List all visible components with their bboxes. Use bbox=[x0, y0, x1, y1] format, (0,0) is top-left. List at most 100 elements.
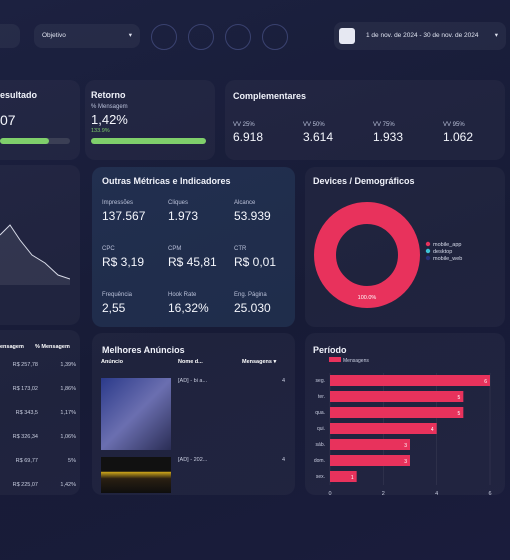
kpi-label: CTR bbox=[234, 246, 247, 252]
kpi-value: 53.939 bbox=[234, 209, 271, 223]
y-tick-label: sáb. bbox=[316, 442, 325, 448]
table-cell: R$ 343,5 bbox=[15, 410, 38, 416]
kpi-label: VV 50% bbox=[303, 122, 325, 128]
kpi-label: Alcance bbox=[234, 200, 256, 206]
kpi-value: 25.030 bbox=[234, 301, 271, 315]
table-cell: R$ 173,02 bbox=[12, 386, 38, 392]
bar bbox=[330, 471, 357, 482]
table-header: Anúncio bbox=[101, 359, 123, 365]
kpi-value: 6.918 bbox=[233, 130, 264, 144]
kpi-value: 1,42% bbox=[91, 112, 128, 127]
table-header: ensagem bbox=[0, 344, 24, 350]
table-cell: R$ 225,07 bbox=[12, 482, 38, 488]
kpi-label: Impressões bbox=[102, 200, 134, 206]
outras-panel: Outras Métricas e Indicadores Impressões… bbox=[92, 167, 295, 327]
table-cell: R$ 326,34 bbox=[12, 434, 38, 440]
kpi-label: Eng. Página bbox=[234, 292, 267, 298]
kpi-value: R$ 0,01 bbox=[234, 255, 277, 269]
periodo-panel: Período bbox=[305, 333, 505, 495]
objective-dropdown[interactable]: Objetivo ▾ bbox=[34, 24, 140, 48]
table-cell: R$ 69,77 bbox=[15, 458, 38, 464]
panel-title: Complementares bbox=[233, 91, 307, 101]
kpi-value: 137.567 bbox=[102, 209, 146, 223]
table-cell: [AD] - 202... bbox=[178, 457, 208, 463]
legend-swatch bbox=[425, 255, 431, 261]
legend-label: Mensagens bbox=[343, 358, 369, 364]
x-tick-label: 4 bbox=[435, 491, 438, 497]
kpi-change: 133.9% bbox=[91, 128, 110, 134]
kpi-value: 16,32% bbox=[168, 301, 209, 315]
donut-segment bbox=[314, 202, 420, 308]
meta-icon[interactable] bbox=[262, 24, 288, 50]
legend-label: mobile_web bbox=[433, 256, 462, 262]
data-label: 100.0% bbox=[358, 295, 377, 301]
y-tick-label: qui. bbox=[317, 426, 325, 432]
legend-label: desktop bbox=[433, 249, 452, 255]
kpi-label: Frequência bbox=[102, 292, 133, 298]
table-cell: 1,17% bbox=[60, 410, 76, 416]
kpi-value: R$ 3,19 bbox=[102, 255, 145, 269]
table-cell: 4 bbox=[282, 457, 286, 463]
anuncios-panel: Melhores Anúncios Anúncio Nome d... Mensag… bbox=[92, 333, 295, 495]
download-icon[interactable] bbox=[188, 24, 214, 50]
kpi-value: 1.973 bbox=[168, 209, 199, 223]
data-label: 3 bbox=[404, 459, 407, 465]
retorno-panel: Retorno % Mensagem 1,42% 133.9% bbox=[85, 80, 215, 160]
table-header: Nome d... bbox=[178, 359, 203, 365]
panel-title: Outras Métricas e Indicadores bbox=[102, 176, 231, 186]
data-label: 5 bbox=[458, 411, 461, 417]
kpi-label: CPC bbox=[102, 246, 115, 252]
ad-thumbnail bbox=[101, 457, 171, 493]
table-cell: 1,39% bbox=[60, 362, 76, 368]
refresh-icon[interactable] bbox=[151, 24, 177, 50]
trend-panel bbox=[0, 165, 80, 325]
y-tick-label: ter. bbox=[318, 394, 325, 400]
kpi-value: 1.933 bbox=[373, 130, 404, 144]
kpi-label: Cliques bbox=[168, 200, 189, 206]
data-label: 6 bbox=[484, 379, 487, 385]
table-header: Mensagens ▾ bbox=[242, 359, 277, 365]
bar bbox=[330, 375, 490, 386]
data-label: 4 bbox=[431, 427, 434, 433]
x-tick-label: 0 bbox=[328, 491, 331, 497]
table-cell: R$ 257,78 bbox=[12, 362, 38, 368]
y-tick-label: seg. bbox=[316, 378, 325, 384]
kpi-label: VV 25% bbox=[233, 122, 255, 128]
resultado-panel: esultado 07 bbox=[0, 80, 80, 160]
table-cell: 1,86% bbox=[60, 386, 76, 392]
table-header: % Mensagem bbox=[35, 344, 70, 350]
y-tick-label: sex. bbox=[316, 474, 325, 480]
table-cell: 4 bbox=[282, 378, 286, 384]
table-cell: [AD] - bi a... bbox=[178, 378, 208, 384]
bar bbox=[330, 407, 464, 418]
complementares-panel: Complementares VV 25% 6.918 VV 50% 3.614 VV … bbox=[225, 80, 505, 160]
legend-swatch bbox=[425, 241, 431, 247]
trend-line bbox=[0, 224, 70, 285]
bar bbox=[330, 391, 464, 402]
filter-dropdown[interactable] bbox=[0, 24, 20, 48]
panel-title: Retorno bbox=[91, 90, 126, 100]
data-label: 1 bbox=[351, 475, 354, 481]
objective-label: Objetivo bbox=[42, 32, 66, 39]
ad-thumbnail bbox=[101, 378, 171, 450]
table-cell: 5% bbox=[68, 458, 76, 464]
data-label: 5 bbox=[458, 395, 461, 401]
bar bbox=[330, 455, 410, 466]
kpi-label: CPM bbox=[168, 246, 182, 252]
legend-swatch bbox=[329, 357, 341, 362]
kpi-value: 07 bbox=[0, 112, 16, 128]
kpi-value: 1.062 bbox=[443, 130, 474, 144]
devices-panel: Devices / Demográficos bbox=[305, 167, 505, 327]
kpi-label: VV 75% bbox=[373, 122, 395, 128]
date-picker[interactable]: 1 de nov. de 2024 - 30 de nov. de 2024 ▾ bbox=[334, 22, 506, 50]
table-panel: ensagem % Mensagem R$ 257,78 1,39% R$ 173,02… bbox=[0, 330, 80, 495]
kpi-label: VV 95% bbox=[443, 122, 465, 128]
share-icon[interactable] bbox=[225, 24, 251, 50]
table-cell: 1,42% bbox=[60, 482, 76, 488]
y-tick-label: dom. bbox=[314, 458, 325, 464]
panel-title: Devices / Demográficos bbox=[313, 176, 415, 186]
kpi-value: R$ 45,81 bbox=[168, 255, 217, 269]
legend-label: mobile_app bbox=[433, 242, 461, 248]
